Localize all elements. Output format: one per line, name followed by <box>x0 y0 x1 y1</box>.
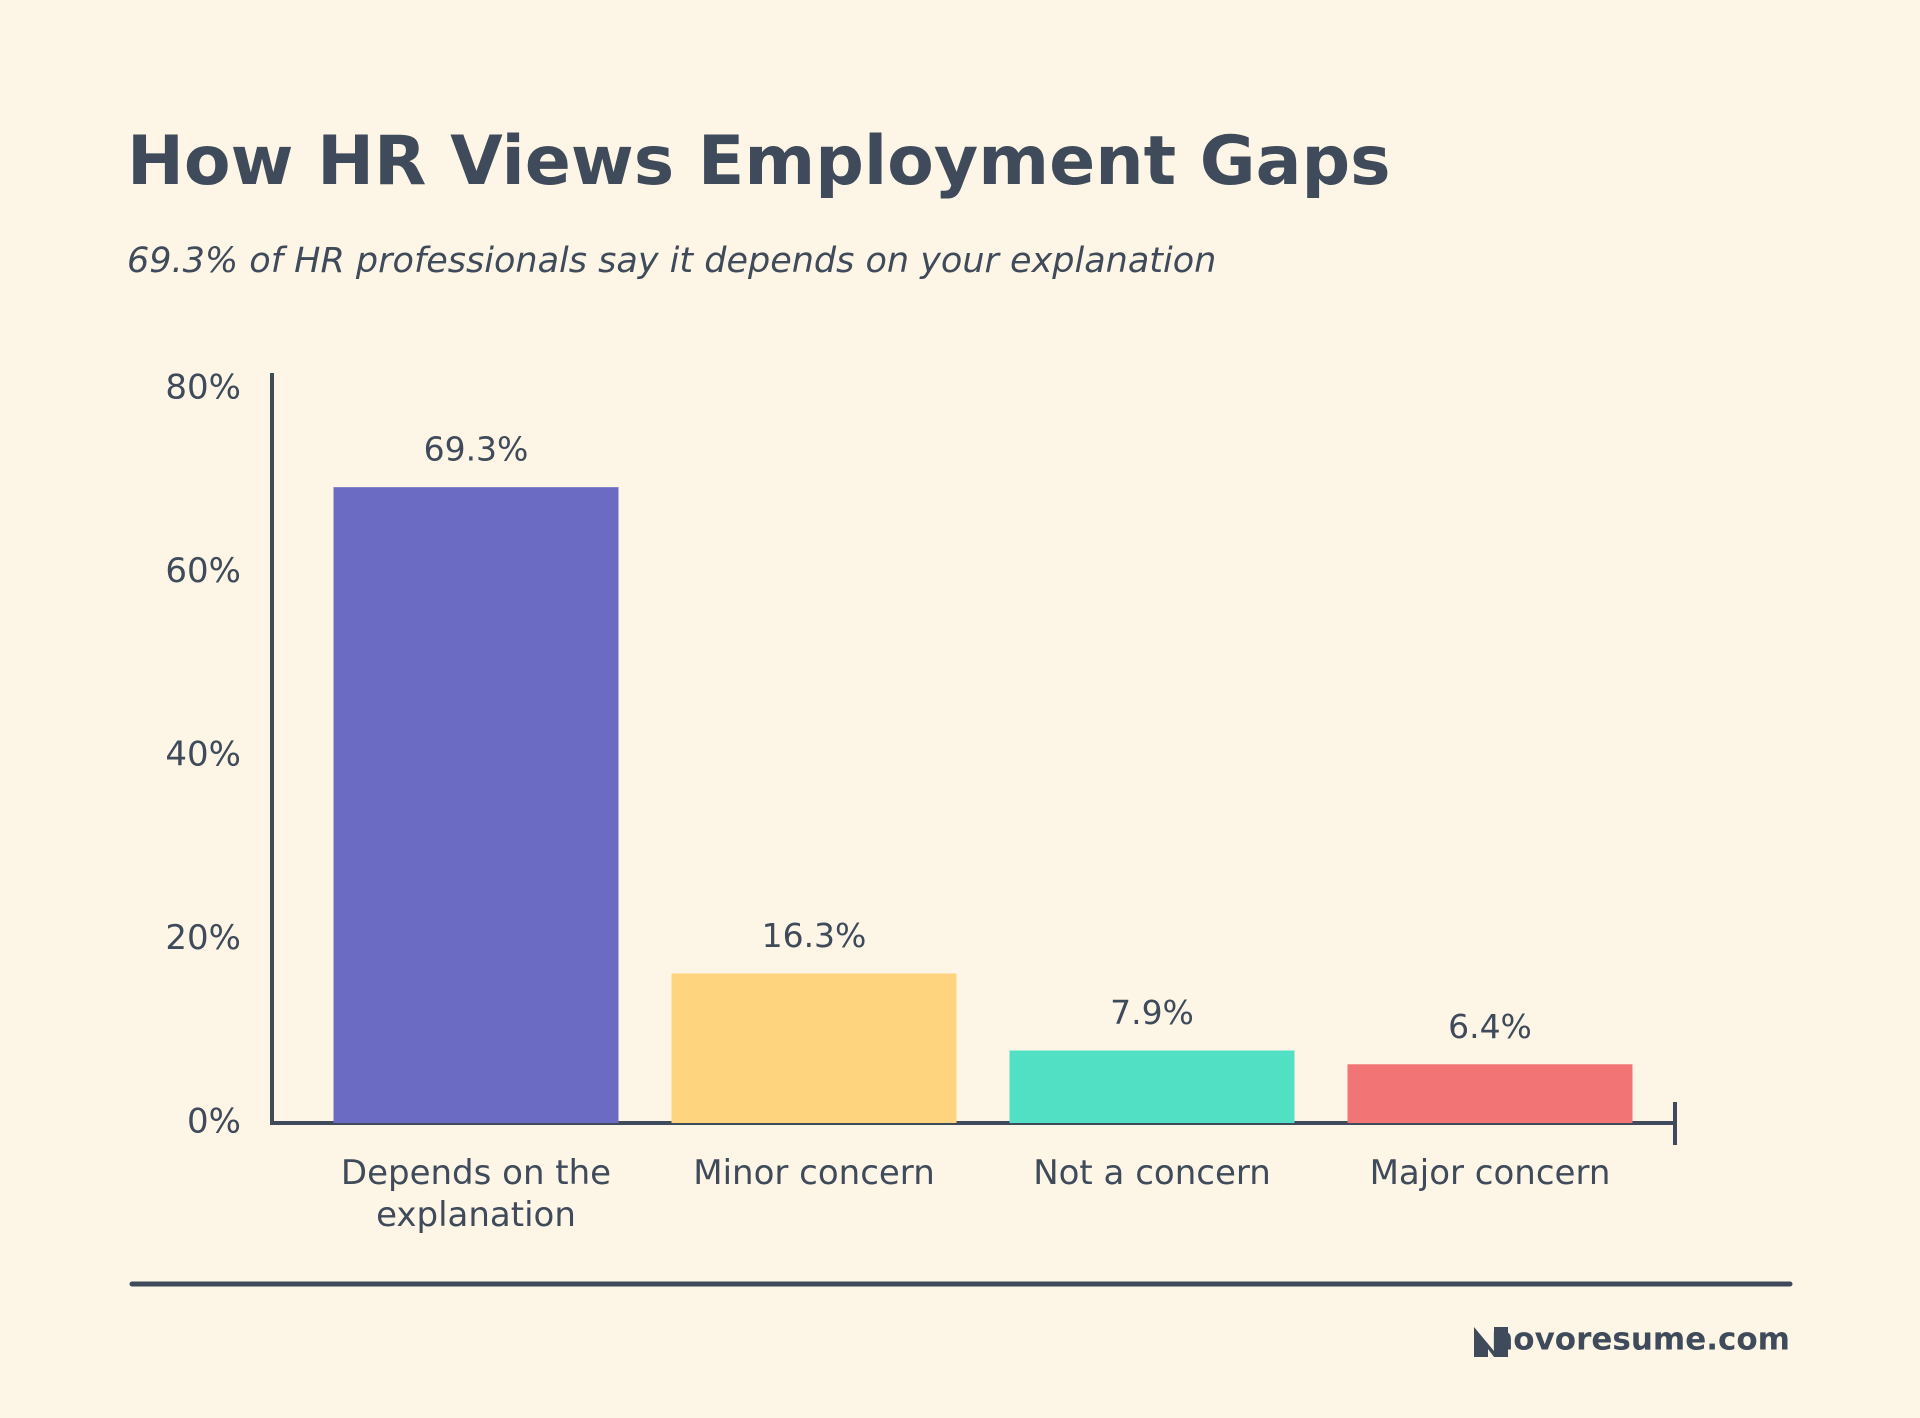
bar <box>671 973 957 1123</box>
source: novoresume.com <box>1491 1322 1790 1358</box>
x-tick-label: Depends on the explanation <box>340 1153 612 1235</box>
y-tick-label: 40% <box>165 735 241 775</box>
bar <box>333 487 619 1123</box>
value-label: 16.3% <box>762 916 867 955</box>
y-tick-label: 0% <box>187 1102 241 1142</box>
value-label: 7.9% <box>1110 993 1194 1032</box>
logo-icon <box>1474 1327 1508 1357</box>
chart-title: How HR Views Employment Gaps <box>127 122 1391 201</box>
y-tick-label: 60% <box>165 551 241 591</box>
x-tick-label: Not a concern <box>1033 1153 1271 1193</box>
bar <box>1009 1050 1295 1123</box>
y-tick-label: 80% <box>165 368 241 408</box>
chart-subtitle: 69.3% of HR professionals say it depends… <box>127 241 1216 281</box>
value-label: 6.4% <box>1448 1007 1532 1046</box>
y-tick-label: 20% <box>165 918 241 958</box>
bar <box>1347 1064 1633 1123</box>
x-tick-label: Major concern <box>1369 1153 1611 1193</box>
x-tick-label: Minor concern <box>693 1153 935 1193</box>
value-label: 69.3% <box>424 430 529 469</box>
